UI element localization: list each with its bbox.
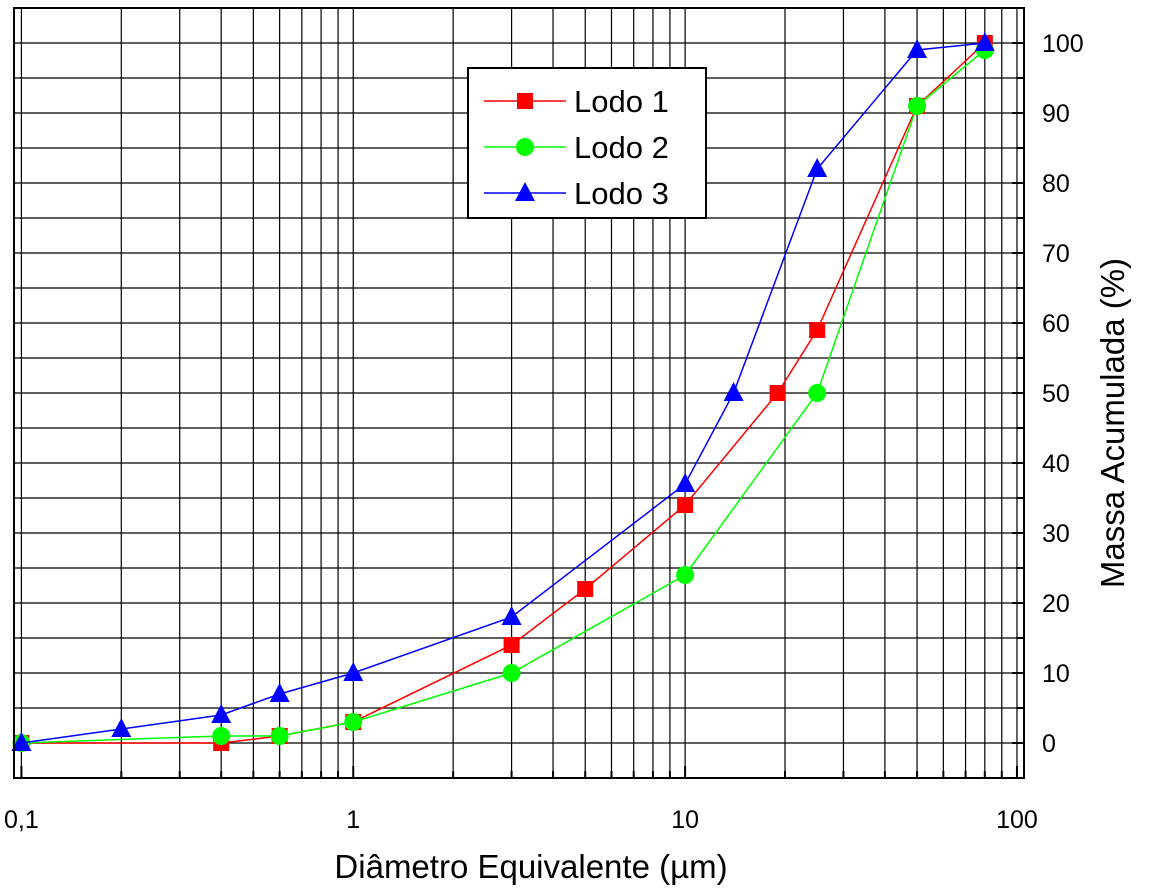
data-point [211,704,232,723]
data-point [269,683,290,702]
series-lodo-3 [11,32,995,751]
y-tick-labels: 0 10 20 30 40 50 60 70 80 90 100 [1042,30,1084,758]
series-layer [11,32,995,752]
x-tick-label: 10 [671,806,699,834]
legend-marker [515,182,535,201]
data-point [343,662,364,681]
legend-marker [516,138,534,156]
data-point [676,566,695,584]
data-point [212,727,231,745]
data-point [677,497,694,513]
data-point [907,39,928,58]
data-point [501,606,522,625]
x-axis-label: Diâmetro Equivalente (µm) [334,848,727,885]
y-tick-label: 100 [1042,30,1084,58]
x-tick-label: 1 [346,806,360,834]
data-point [502,664,521,682]
data-point [111,718,132,737]
y-tick-label: 90 [1042,100,1070,128]
data-point [11,732,32,751]
y-tick-label: 20 [1042,590,1070,618]
y-tick-label: 0 [1042,730,1056,758]
x-tick-labels: 0,1 1 10 100 [4,806,1038,834]
data-point [577,581,594,597]
axis-ticks [20,7,1024,779]
y-tick-label: 60 [1042,310,1070,338]
legend: Lodo 1 Lodo 2 Lodo 3 [467,67,707,219]
data-point [270,727,289,745]
data-point [723,382,744,401]
legend-label: Lodo 2 [574,130,669,165]
data-point [908,97,927,115]
data-point [809,322,826,338]
data-point [974,32,995,51]
data-point [344,713,363,731]
x-tick-label: 100 [996,806,1038,834]
legend-label: Lodo 1 [574,84,669,119]
data-point [675,473,696,492]
y-tick-label: 40 [1042,450,1070,478]
data-point [807,158,828,177]
y-tick-label: 80 [1042,170,1070,198]
y-axis-label: Massa Acumulada (%) [1094,258,1131,588]
legend-label: Lodo 3 [574,176,669,211]
data-point [769,385,786,401]
y-tick-label: 10 [1042,660,1070,688]
legend-item: Lodo 3 [484,176,669,211]
legend-item: Lodo 2 [484,130,669,165]
y-tick-label: 30 [1042,520,1070,548]
x-tick-label: 0,1 [4,806,39,834]
data-point [503,637,520,653]
y-tick-label: 50 [1042,380,1070,408]
legend-item: Lodo 1 [484,84,669,119]
legend-marker [517,93,533,109]
data-point [808,384,827,402]
y-tick-label: 70 [1042,240,1070,268]
